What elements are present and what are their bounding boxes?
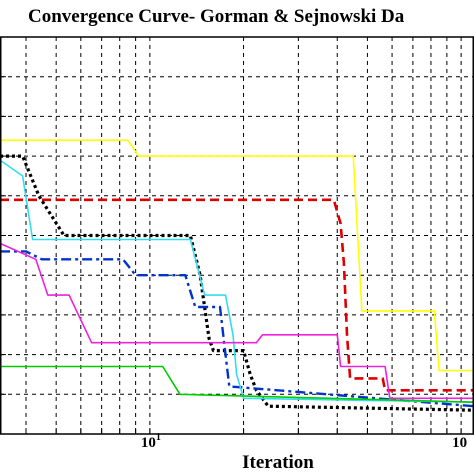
y-gridlines [0,76,474,395]
series-line-5 [0,159,474,403]
plot-frame [0,36,474,435]
series-layer [0,139,474,412]
series-line-6 [0,242,474,400]
series-line-4 [0,250,474,408]
plot-area [0,36,474,435]
x-axis-label: Iteration [242,452,314,473]
x-gridlines [25,37,462,434]
series-line-3 [0,154,474,412]
series-line-1 [0,139,474,372]
x-tick-label: 10 [452,435,467,451]
x-tick-label: 101 [141,432,161,451]
series-line-7 [0,365,474,403]
chart-title: Convergence Curve- Gorman & Sejnowski Da [28,6,405,27]
series-line-2 [0,198,474,392]
x-tick-labels: 101 10 [141,432,467,451]
